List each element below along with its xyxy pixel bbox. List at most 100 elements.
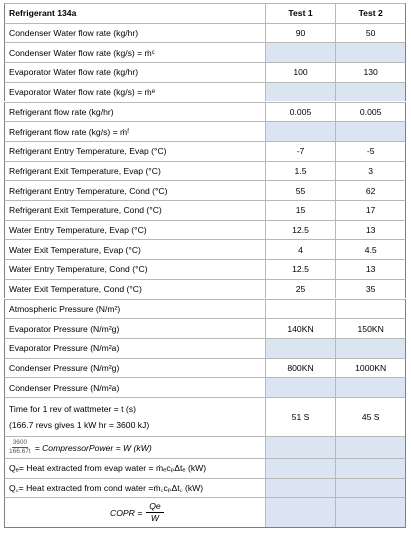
row-label: Evaporator Pressure (N/m²g) [5,319,266,338]
wattmeter-line2: (166.7 revs gives 1 kW hr = 3600 kJ) [9,420,150,430]
table-row: Refrigerant Entry Temperature, Cond (°C)… [4,180,406,200]
test2-value: -5 [366,146,375,157]
table-row: Refrigerant Exit Temperature, Cond (°C) 1… [4,200,406,220]
row-label: Condenser Water flow rate (kg/hr) [5,23,266,43]
table-row: Water Exit Temperature, Evap (°C) 4 4.5 [4,239,406,260]
test1-value: 25 [266,279,337,299]
test2-value: 13 [365,264,376,275]
row-label: Refrigerant Entry Temperature, Evap (°C) [5,141,266,161]
table-row: Water Entry Temperature, Evap (°C) 12.5 13 [4,219,406,240]
row-label: Water Exit Temperature, Cond (°C) [5,279,266,299]
test2-value: 35 [365,284,376,295]
row-label: Refrigerant Exit Temperature, Cond (°C) [5,201,266,220]
cop-den: W [150,513,160,524]
table-row: Water Entry Temperature, Cond (°C) 12.5 13 [4,259,406,279]
power-label: 3600 166.67t = CompressorPower = W (kW) [5,437,266,458]
table-row-heat-evap: Qₑ= Heat extracted from evap water = ṁₑc… [4,458,406,478]
table-row: Evaporator Pressure (N/m²g) 140KN 150KN [4,318,406,338]
test2-value: 17 [365,205,376,216]
table-row: Refrigerant Exit Temperature, Evap (°C) 1… [4,160,406,181]
heat-evap-label: Qₑ= Heat extracted from evap water = ṁₑc… [5,459,266,478]
test2-value [336,378,405,397]
test2-value: 13 [365,225,376,236]
wattmeter-line1: Time for 1 rev of wattmeter = t (s) [9,404,136,414]
test2-value [336,122,405,141]
test1-value: 100 [266,63,337,82]
table-header-row: Refrigerant 134a Test 1 Test 2 [4,3,406,23]
test2-value: 130 [363,67,378,78]
wattmeter-label: Time for 1 rev of wattmeter = t (s) (166.… [5,398,266,436]
table-row: Refrigerant Entry Temperature, Evap (°C)… [4,140,406,161]
table-row: Condenser Water flow rate (kg/hr) 90 50 [4,22,406,43]
power-fraction-den: 166.67t [9,448,31,455]
row-label-text: Atmospheric Pressure (N/m²) [9,303,121,314]
table-row: Evaporator Water flow rate (kg/hr) 100 130 [4,62,406,82]
table-row: Evaporator Pressure (N/m²a) [4,337,406,358]
test1-value [265,82,337,102]
table-row: Refrigerant flow rate (kg/hr) 0.005 0.005 [4,101,406,122]
heat-cond-test1 [265,478,337,498]
table-row: Atmospheric Pressure (N/m²) [4,298,406,319]
test2-value: 1000KN [355,362,387,373]
test2-value: 150KN [357,323,384,334]
test1-value [265,378,337,397]
power-text: = CompressorPower = W (kW) [34,442,152,453]
row-label-text: Condenser Pressure (N/m²g) [9,362,120,373]
test2-value: 4.5 [364,244,377,255]
heat-cond-text: Q꜀= Heat extracted from cond water =ṁ꜀cₚ… [9,483,204,494]
heat-evap-test2 [336,459,405,478]
row-label-subscript: c [151,49,155,56]
row-label: Evaporator Water flow rate (kg/hr) [5,63,266,82]
row-label-text: Water Entry Temperature, Evap (°C) [9,225,147,236]
row-label-text: Water Exit Temperature, Evap (°C) [9,244,141,255]
wattmeter-test2: 45 S [361,412,380,422]
cop-lhs: COPR = [109,507,143,518]
row-label: Refrigerant Exit Temperature, Evap (°C) [5,161,266,181]
test2-value [336,82,405,102]
test1-value [266,299,337,319]
row-label-text: Evaporator Water flow rate (kg/hr) [9,67,139,78]
test1-value [265,122,337,141]
test1-value [265,338,337,358]
power-test1 [265,437,337,458]
row-label-text: Refrigerant flow rate (kg/hr) [9,106,114,117]
table-row: Condenser Pressure (N/m²g) 800KN 1000KN [4,357,406,378]
row-label-text: Evaporator Pressure (N/m²g) [9,323,120,334]
row-label: Atmospheric Pressure (N/m²) [5,299,266,319]
header-test1: Test 1 [266,4,337,23]
test1-value: 800KN [266,358,337,378]
table-row-heat-cond: Q꜀= Heat extracted from cond water =ṁ꜀cₚ… [4,477,406,498]
row-label-subscript: f [127,128,129,135]
cop-fraction: Qe W [146,501,164,524]
row-label-text: Water Entry Temperature, Cond (°C) [9,264,148,275]
test2-value [336,338,405,358]
power-fraction-num: 3600 [11,439,29,448]
row-label-text: Refrigerant Exit Temperature, Cond (°C) [9,205,162,216]
test2-value [336,43,405,63]
test1-value: 1.5 [266,161,337,181]
test2-value [336,300,405,319]
cop-test2 [336,498,405,528]
table-row: Water Exit Temperature, Cond (°C) 25 35 [4,278,406,299]
row-label: Refrigerant flow rate (kg/hr) [5,102,266,122]
test1-value: 12.5 [266,220,337,240]
test2-value: 62 [365,185,376,196]
heat-evap-text: Qₑ= Heat extracted from evap water = ṁₑc… [9,462,207,473]
row-label-text: Refrigerant Entry Temperature, Evap (°C) [9,146,167,157]
test1-value: 15 [266,201,337,220]
row-label-text: Refrigerant flow rate (kg/s) = ṁ [9,126,128,137]
heat-cond-label: Q꜀= Heat extracted from cond water =ṁ꜀cₚ… [5,478,266,498]
row-label: Water Entry Temperature, Evap (°C) [5,220,266,240]
test1-value: 4 [266,240,337,260]
row-label-text: Refrigerant Entry Temperature, Cond (°C) [9,185,168,196]
row-label-text: Evaporator Water flow rate (kg/s) = ṁ [9,87,152,98]
test1-value: 12.5 [266,260,337,279]
row-label-text: Refrigerant Exit Temperature, Evap (°C) [9,165,161,176]
test1-value: 0.005 [266,102,337,122]
wattmeter-test1: 51 S [266,398,337,436]
